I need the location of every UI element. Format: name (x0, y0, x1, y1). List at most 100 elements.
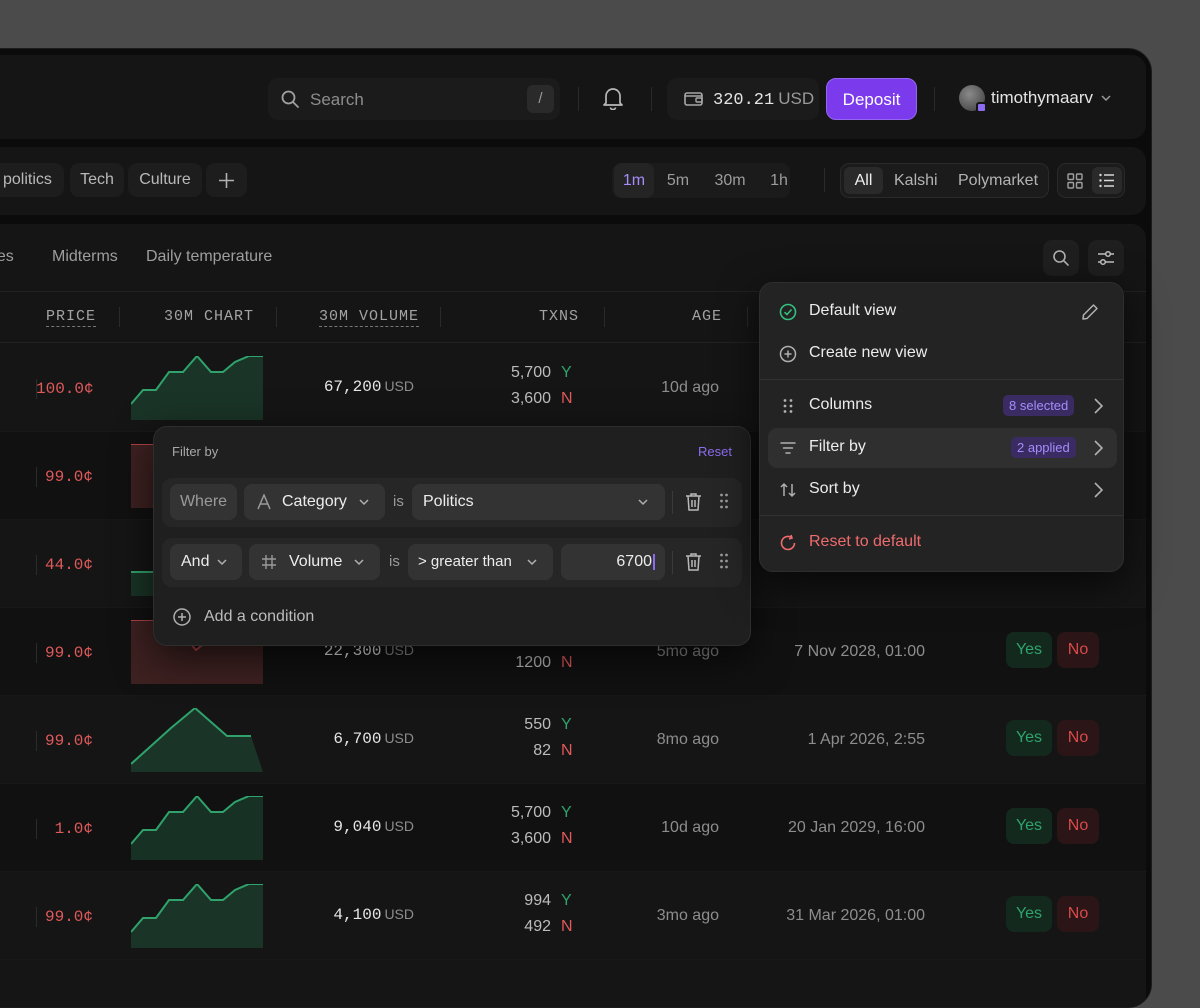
txns-no: 3,600 (510, 390, 551, 407)
avatar[interactable] (959, 85, 987, 113)
avatar-badge-icon (976, 102, 987, 113)
list-view-button[interactable] (1092, 167, 1122, 194)
subtab-midterms[interactable]: Midterms (52, 248, 118, 265)
username[interactable]: timothymaarv (991, 88, 1094, 107)
buy-yes-button[interactable]: Yes (1006, 632, 1052, 668)
chevron-down-icon (527, 559, 537, 566)
menu-item-label: Columns (809, 396, 873, 413)
price-no: 44.0¢ (44, 556, 93, 574)
buy-yes-button[interactable]: Yes (1006, 808, 1052, 844)
divider (36, 731, 37, 751)
category-culture[interactable]: Culture (128, 163, 202, 197)
chevron-right-icon (1094, 440, 1103, 456)
view-settings-button[interactable] (1088, 240, 1124, 276)
value-input[interactable]: 6700 (561, 544, 665, 580)
divider (672, 491, 673, 514)
price-no: 99.0¢ (44, 908, 93, 926)
search-input[interactable]: Search / (268, 78, 560, 120)
buy-yes-button[interactable]: Yes (1006, 720, 1052, 756)
sparkline-chart (131, 796, 263, 860)
deposit-button[interactable]: Deposit (826, 78, 917, 120)
sparkline-chart (131, 884, 263, 948)
buy-no-button[interactable]: No (1057, 720, 1099, 756)
buy-no-button[interactable]: No (1057, 808, 1099, 844)
column-30m-volume[interactable]: 30M VOLUME (319, 308, 420, 327)
source-all[interactable]: All (844, 167, 883, 194)
divider (760, 515, 1123, 516)
field-select-category[interactable]: Category (244, 484, 385, 520)
chevron-down-icon[interactable] (1101, 95, 1111, 102)
divider (747, 307, 748, 327)
table-search-button[interactable] (1043, 240, 1079, 276)
check-circle-icon (779, 303, 797, 321)
chevron-right-icon (1094, 482, 1103, 498)
divider (119, 307, 120, 327)
menu-item-filter-by[interactable]: Filter by 2 applied (768, 428, 1117, 468)
volume-unit: USD (384, 818, 414, 834)
bell-icon[interactable] (602, 86, 624, 110)
sparkline-line (131, 884, 263, 933)
txns-yes: 5,700 (510, 364, 551, 381)
buy-yes-button[interactable]: Yes (1006, 896, 1052, 932)
value-select-politics[interactable]: Politics (412, 484, 665, 520)
conjunction-select[interactable]: And (170, 544, 242, 580)
menu-item-reset-default[interactable]: Reset to default (768, 523, 1117, 563)
end-date: 31 Mar 2026, 01:00 (786, 907, 925, 924)
menu-item-sort-by[interactable]: Sort by (768, 470, 1117, 510)
divider (651, 87, 652, 111)
category-tech[interactable]: Tech (70, 163, 124, 197)
divider (824, 168, 825, 192)
table-header: PRICE 30M CHART 30M VOLUME TXNS AGE (0, 291, 1146, 343)
column-price[interactable]: PRICE (46, 308, 97, 327)
subtab-daily-temperature[interactable]: Daily temperature (146, 248, 273, 265)
search-shortcut-key: / (527, 85, 554, 113)
wallet-amount: 320.21 USD (713, 89, 815, 110)
menu-item-default-view[interactable]: Default view (768, 292, 1117, 332)
category-politics[interactable]: politics (0, 163, 64, 197)
category-bar: politics Tech Culture 1m 5m 30m 1h All K… (0, 147, 1146, 215)
interval-5m[interactable]: 5m (666, 172, 690, 189)
sort-icon (780, 482, 796, 498)
grid-view-icon[interactable] (1067, 173, 1083, 189)
chevron-down-icon (217, 559, 227, 566)
divider (36, 907, 37, 927)
sparkline-line (131, 796, 263, 845)
trash-icon[interactable] (685, 552, 702, 572)
source-kalshi[interactable]: Kalshi (894, 172, 938, 189)
filter-title: Filter by (172, 444, 219, 459)
interval-1h[interactable]: 1h (770, 172, 788, 189)
operator-select[interactable]: > greater than (408, 544, 553, 580)
age-value: 5mo ago (656, 643, 719, 660)
trash-icon[interactable] (685, 492, 702, 512)
divider (36, 379, 37, 399)
interval-1m[interactable]: 1m (614, 163, 654, 198)
volume-unit: USD (384, 642, 414, 658)
sparkline-chart (131, 356, 263, 420)
text-field-icon (257, 494, 271, 510)
drag-handle-icon[interactable] (720, 492, 728, 510)
end-date: 20 Jan 2029, 16:00 (787, 819, 925, 836)
txns-yes: 5,700 (510, 804, 551, 821)
add-category-button[interactable] (206, 163, 247, 197)
price-no: 1.0¢ (54, 820, 93, 838)
subtab-series[interactable]: ries (0, 248, 14, 265)
source-polymarket[interactable]: Polymarket (958, 172, 1039, 189)
menu-item-create-view[interactable]: Create new view (768, 334, 1117, 374)
top-bar: Search / 320.21 USD Deposit timothymaarv (0, 55, 1146, 139)
buy-no-button[interactable]: No (1057, 896, 1099, 932)
menu-item-columns[interactable]: Columns 8 selected (768, 386, 1117, 426)
field-select-volume[interactable]: Volume (249, 544, 380, 580)
menu-item-label: Create new view (809, 344, 928, 361)
divider (760, 379, 1123, 380)
interval-30m[interactable]: 30m (714, 172, 746, 189)
filter-reset-button[interactable]: Reset (698, 444, 732, 459)
wallet-balance[interactable]: 320.21 USD (667, 78, 819, 120)
sparkline-area (131, 796, 263, 860)
drag-handle-icon[interactable] (720, 552, 728, 570)
buy-no-button[interactable]: No (1057, 632, 1099, 668)
pencil-icon[interactable] (1081, 303, 1099, 321)
